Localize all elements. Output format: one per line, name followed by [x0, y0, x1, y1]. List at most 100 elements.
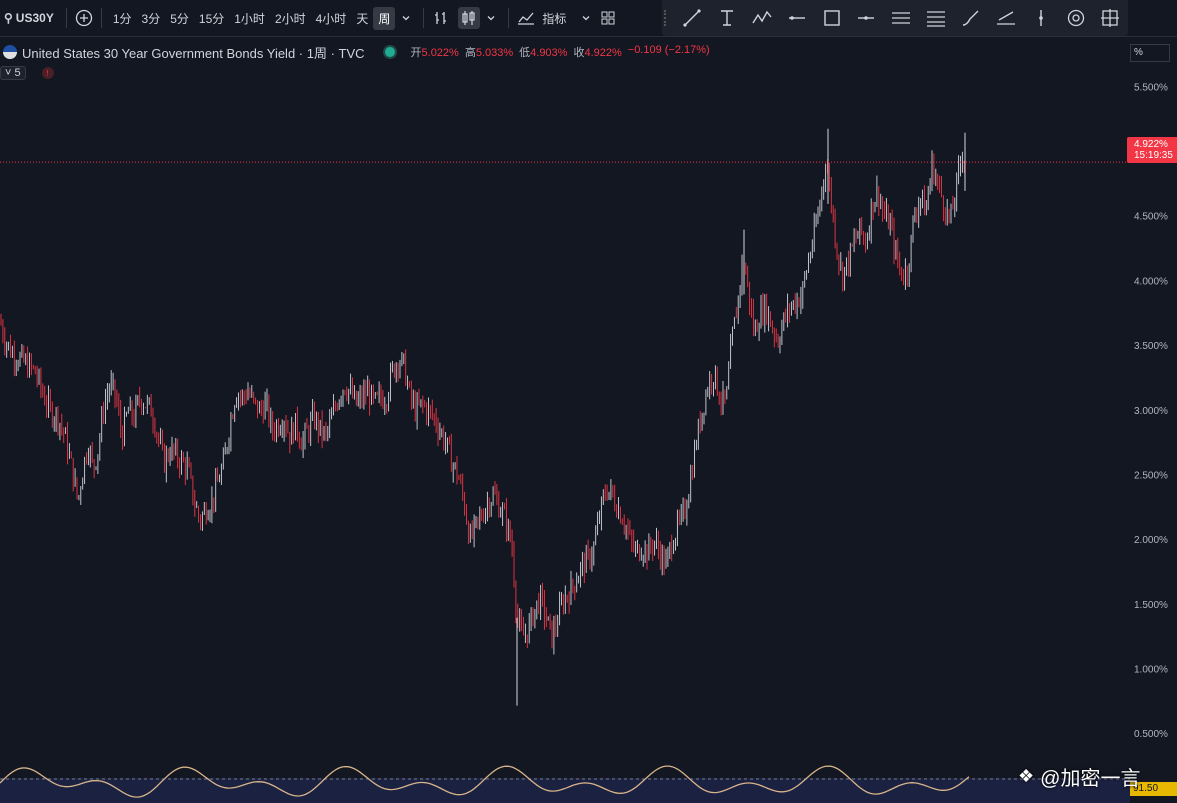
change-value: −0.109 (−2.17%) — [627, 44, 710, 56]
brush-tool[interactable] — [956, 7, 986, 29]
timeframe-6[interactable]: 4小时 — [315, 11, 347, 26]
oscillator-pane — [0, 765, 1130, 803]
parallel-channel-tool[interactable] — [886, 7, 916, 29]
add-symbol-button[interactable] — [73, 7, 95, 29]
legend-count: 5 — [14, 67, 21, 79]
channel-icon — [892, 12, 911, 24]
text-cursor-icon — [721, 10, 734, 26]
vertical-line-tool[interactable] — [1026, 7, 1056, 29]
search-icon: ⚲ — [4, 11, 13, 25]
vertical-line-icon — [1038, 10, 1043, 26]
target-icon — [1067, 9, 1084, 27]
divider — [65, 8, 67, 28]
fib-tool[interactable] — [921, 7, 951, 29]
divider — [508, 8, 510, 28]
timeframe-1[interactable]: 3分 — [141, 11, 161, 26]
ruler-tool[interactable] — [991, 7, 1021, 29]
price-axis-label: 5.500% — [1134, 82, 1168, 93]
us-flag-icon — [3, 45, 17, 59]
timeframe-group: 1分 3分 5分 15分 1小时 2小时 4小时天周 — [108, 6, 396, 30]
alert-badge-icon[interactable]: ! — [41, 67, 54, 79]
drawing-toolbar — [662, 0, 1128, 36]
open-label: 开 — [410, 47, 422, 59]
price-axis-label: 2.500% — [1134, 470, 1168, 481]
current-price: 4.922% — [1134, 139, 1168, 150]
candle-style-button[interactable] — [458, 7, 481, 29]
watermark: ❖ @加密一言 — [1018, 762, 1140, 791]
collapse-legend-button[interactable]: ˅ 5 — [0, 66, 26, 80]
chevron-down-icon — [487, 16, 495, 21]
crosshair-tool[interactable] — [1095, 7, 1125, 29]
divider — [100, 8, 102, 28]
grid-icon — [601, 11, 615, 25]
alert-tool[interactable] — [1061, 7, 1091, 29]
timeframe-7[interactable]: 天 — [356, 11, 369, 26]
path-tool[interactable] — [747, 7, 777, 29]
brush-icon — [962, 10, 979, 26]
horizontal-ray-tool[interactable] — [782, 7, 812, 29]
indicators-dropdown[interactable] — [575, 7, 597, 29]
low-value: 4.903% — [530, 47, 568, 59]
oscillator-background — [0, 778, 1130, 803]
bar-countdown: 15:19:35 — [1134, 150, 1173, 161]
price-axis-label: 3.500% — [1134, 341, 1168, 352]
text-tool[interactable] — [712, 7, 742, 29]
indicator-chart-icon — [518, 12, 535, 25]
bars-icon — [435, 12, 447, 24]
timeframe-5[interactable]: 2小时 — [274, 11, 306, 26]
divider — [423, 8, 425, 28]
rectangle-tool[interactable] — [817, 7, 847, 29]
crosshair-box-icon — [1101, 9, 1120, 27]
indicators-icon-button[interactable] — [515, 7, 537, 29]
timeframe-0[interactable]: 1分 — [112, 11, 132, 26]
scale-unit-box[interactable]: % — [1130, 44, 1170, 62]
timeframe-3[interactable]: 15分 — [198, 11, 225, 26]
drag-handle[interactable] — [664, 10, 672, 26]
chevron-down-icon — [402, 16, 410, 21]
symbol-search[interactable]: ⚲ US30Y — [0, 11, 60, 25]
legend-sub-row: ˅ 5 ! — [0, 66, 54, 80]
top-toolbar: ⚲ US30Y 1分 3分 5分 15分 1小时 2小时 4小时天周 指标 — [0, 0, 1177, 37]
price-axis-label: 1.500% — [1134, 600, 1168, 611]
price-axis-label: 3.000% — [1134, 406, 1168, 417]
trend-line-tool[interactable] — [677, 7, 707, 29]
candlestick-series — [0, 128, 966, 706]
timeframe-2[interactable]: 5分 — [170, 11, 189, 26]
close-label: 收 — [573, 47, 585, 59]
chart-type-dropdown[interactable] — [480, 7, 502, 29]
bar-style-button[interactable] — [430, 7, 452, 29]
candles-icon — [462, 11, 475, 25]
open-value: 5.022% — [421, 47, 459, 59]
indicators-button[interactable]: 指标 — [542, 11, 567, 26]
horizontal-line-icon — [788, 16, 805, 20]
timeframe-4[interactable]: 1小时 — [234, 11, 265, 26]
high-value: 5.033% — [475, 47, 514, 59]
horizontal-line-tool[interactable] — [851, 7, 881, 29]
zigzag-icon — [752, 10, 772, 24]
timeframe-8[interactable]: 周 — [373, 6, 396, 30]
price-axis-label: 0.500% — [1134, 729, 1168, 740]
plus-circle-icon — [75, 9, 92, 27]
price-axis-label: 1.000% — [1134, 664, 1168, 675]
price-axis-label: 4.500% — [1134, 212, 1168, 223]
symbol-legend: United States 30 Year Government Bonds Y… — [0, 40, 710, 64]
oscillator-value-tag: 91.50 — [1130, 782, 1177, 796]
legend-title: United States 30 Year Government Bonds Y… — [22, 45, 365, 61]
market-status-icon[interactable] — [382, 45, 397, 59]
timeframe-dropdown[interactable] — [395, 7, 417, 29]
layout-button[interactable] — [597, 7, 619, 29]
chevron-down-icon — [582, 16, 590, 21]
trend-line-icon — [683, 9, 701, 27]
rectangle-icon — [823, 10, 840, 26]
price-axis-label: 4.000% — [1134, 276, 1168, 287]
price-axis[interactable]: 5.500%5.000%4.500%4.000%3.500%3.000%2.50… — [1134, 82, 1168, 740]
binance-logo-icon: ❖ — [1018, 766, 1035, 786]
ohlc-values: 开5.022% 高5.033% 低4.903% 收4.922% −0.109 (… — [411, 44, 710, 60]
high-label: 高 — [464, 47, 476, 59]
low-label: 低 — [519, 47, 531, 59]
symbol-name: US30Y — [15, 11, 54, 25]
fib-retracement-icon — [927, 11, 946, 27]
current-price-tag: 4.922% 15:19:35 — [1127, 137, 1177, 163]
watermark-text: @加密一言 — [1040, 768, 1141, 790]
